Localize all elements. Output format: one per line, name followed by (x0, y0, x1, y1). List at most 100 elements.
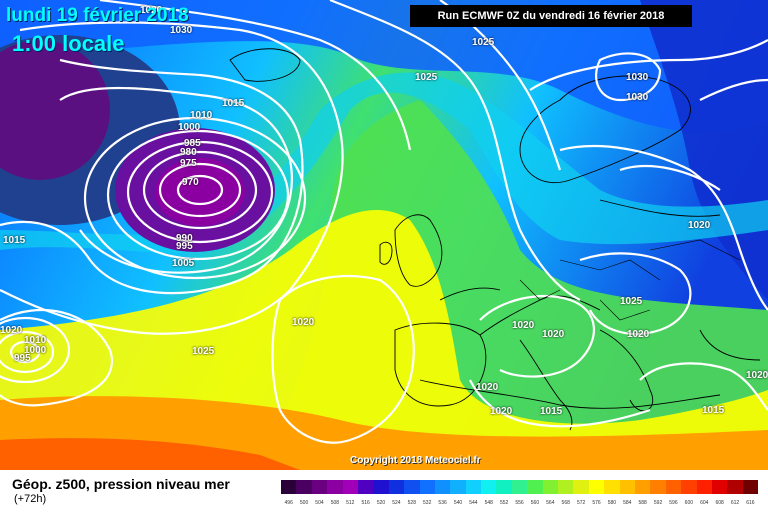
lead-time: (+72h) (14, 493, 47, 505)
color-scale-value: 564 (546, 500, 555, 506)
isobar-label-1010-west-low: 1010 (24, 335, 47, 346)
color-scale-swatch (588, 480, 605, 494)
color-scale-swatch (496, 480, 512, 494)
color-scale-swatch (604, 480, 620, 494)
country-borders (519, 239, 741, 321)
color-scale-swatch (634, 480, 651, 494)
field-title: Géop. z500, pression niveau mer (12, 476, 230, 492)
color-scale-labels: 496 500 504 508 512 516 520 524 528 532 536 540 544 5… (281, 500, 758, 506)
isobar-label-1015-east-med: 1015 (702, 405, 725, 416)
color-scale-swatch (357, 480, 374, 494)
isobar-label-1020-balkans: 1020 (627, 329, 650, 340)
color-scale-swatch (373, 480, 389, 494)
weather-map (0, 0, 768, 470)
color-scale-value: 556 (515, 500, 524, 506)
isobar-label-1020-east: 1020 (746, 370, 768, 381)
isobar-label-1025-europe: 1025 (620, 296, 643, 307)
color-scale-value: 540 (453, 500, 463, 506)
isobar-label-1025-north: 1025 (415, 72, 438, 83)
color-scale-swatch (650, 480, 666, 494)
color-scale-swatch (465, 480, 482, 494)
color-scale-swatch (696, 480, 712, 494)
color-scale-value: 544 (469, 500, 478, 506)
color-scale-value: 560 (530, 500, 540, 506)
color-scale-swatch (511, 480, 528, 494)
isobar-label-970: 970 (182, 177, 199, 188)
low-pressure-center-field (155, 158, 245, 226)
isobar-label-980: 980 (180, 147, 197, 158)
color-scale-value: 512 (346, 500, 355, 506)
color-scale-value: 604 (700, 500, 709, 506)
color-scale-value: 616 (746, 500, 755, 506)
color-scale-value: 584 (623, 500, 632, 506)
isobar-label-1020-top: 1020 (140, 5, 163, 16)
color-scale-value: 496 (284, 500, 293, 506)
color-scale-value: 580 (607, 500, 617, 506)
color-scale-swatch (573, 480, 589, 494)
isobar-label-1005: 1005 (172, 258, 195, 269)
isobar-label-1030-norway: 1030 (626, 92, 649, 103)
isobar-label-985: 985 (184, 138, 201, 149)
color-scale-value: 592 (653, 500, 663, 506)
isobar-label-975: 975 (180, 158, 197, 169)
isobar-label-1020-atlantic: 1020 (292, 317, 315, 328)
color-scale-value: 612 (730, 500, 740, 506)
z500-band-red-orange (0, 438, 300, 470)
color-scale-swatch (619, 480, 635, 494)
color-scale-swatch (742, 480, 759, 494)
isobar-label-1020-west: 1020 (0, 325, 23, 336)
isobar-label-1010-low: 1010 (190, 110, 213, 121)
color-scale-swatch (711, 480, 728, 494)
color-scale-swatch (450, 480, 466, 494)
color-scale-swatch (311, 480, 328, 494)
isobar-label-1000-low: 1000 (178, 122, 201, 133)
color-scale-swatch (681, 480, 697, 494)
color-scale-value: 528 (407, 500, 416, 506)
isobar-label-1015-med: 1015 (540, 406, 563, 417)
color-scale-value: 520 (376, 500, 386, 506)
color-scale-value: 596 (669, 500, 678, 506)
color-scale-value: 548 (484, 500, 493, 506)
isobar-label-1020-russia: 1020 (688, 220, 711, 231)
color-scale-value: 532 (423, 500, 432, 506)
run-info-banner: Run ECMWF 0Z du vendredi 16 février 2018 (410, 5, 692, 27)
map-canvas (0, 0, 768, 470)
color-scale-value: 536 (438, 500, 447, 506)
color-scale-swatch (342, 480, 358, 494)
color-scale-value: 568 (561, 500, 570, 506)
color-scale-value: 608 (715, 500, 724, 506)
valid-time: 1:00 locale (12, 31, 125, 56)
color-scale-swatch (527, 480, 543, 494)
isobar-label-990: 990 (176, 233, 193, 244)
copyright-text: Copyright 2018 Meteociel.fr (350, 455, 481, 466)
color-scale-value: 572 (576, 500, 586, 506)
color-scale-value: 504 (315, 500, 324, 506)
color-scale-swatch (419, 480, 435, 494)
color-scale-swatch (327, 480, 343, 494)
isobar-label-1020-iberia: 1020 (476, 382, 499, 393)
color-scale-swatch (665, 480, 682, 494)
color-scale-swatch (281, 480, 297, 494)
isobar-label-1020-med: 1020 (490, 406, 513, 417)
isobar-label-1030-scandinavia: 1030 (626, 72, 649, 83)
isobar-label-995-west-low: 995 (14, 353, 31, 364)
isobar-label-1015-iceland: 1015 (222, 98, 245, 109)
color-scale-value: 500 (299, 500, 309, 506)
color-scale-swatch (434, 480, 451, 494)
isobar-label-1020-germany: 1020 (512, 320, 535, 331)
valid-date: lundi 19 février 2018 (6, 5, 189, 26)
color-scale-value: 576 (592, 500, 601, 506)
isobar-label-1000-west-low: 1000 (24, 345, 47, 356)
color-scale-swatch (388, 480, 405, 494)
z500-trough-core (0, 40, 110, 180)
color-scale-swatch (542, 480, 559, 494)
color-scale (281, 480, 759, 494)
isobar-label-1025-top: 1025 (472, 37, 495, 48)
color-scale-swatch (296, 480, 312, 494)
color-scale-value: 588 (638, 500, 647, 506)
z500-band-north (0, 0, 768, 133)
color-scale-swatch (404, 480, 420, 494)
color-scale-value: 600 (684, 500, 694, 506)
color-scale-value: 524 (392, 500, 401, 506)
